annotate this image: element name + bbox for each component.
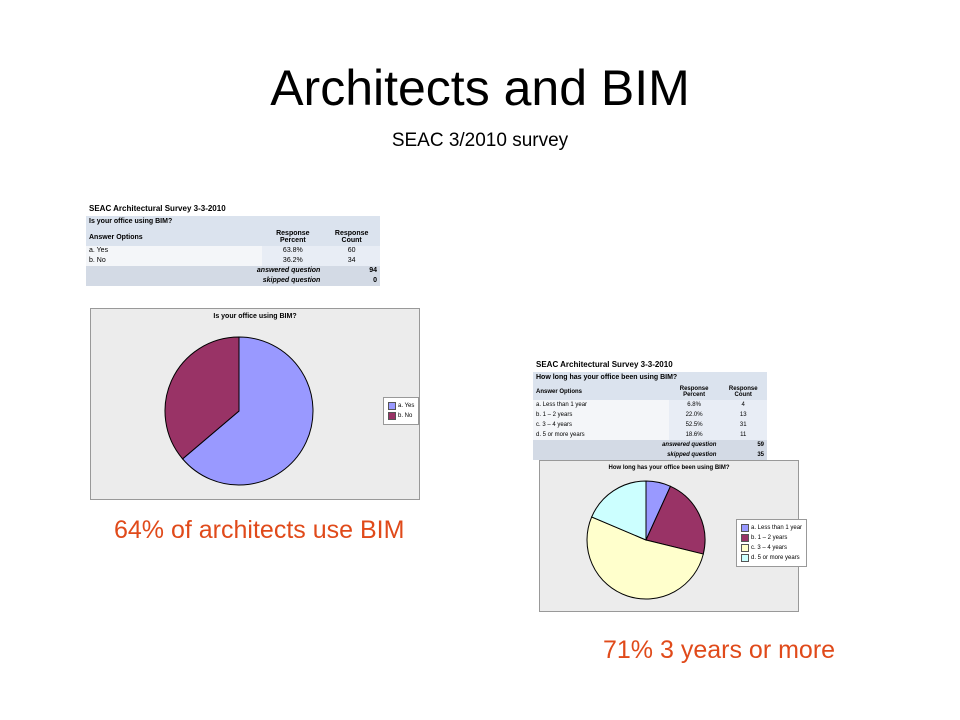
answered-label: answered question <box>86 266 324 276</box>
pie-slice-1 <box>181 336 314 486</box>
column-header: Response Count <box>719 384 767 400</box>
legend-entry: a. Yes <box>388 401 414 411</box>
response-percent: 36.2% <box>262 256 324 266</box>
option-label: d. 5 or more years <box>533 430 669 440</box>
legend-label: b. 1 – 2 years <box>751 535 788 541</box>
survey-title: SEAC Architectural Survey 3-3-2010 <box>536 360 673 369</box>
legend-entry: c. 3 – 4 years <box>741 543 802 553</box>
table-row: b. No 36.2% 34 <box>86 256 380 266</box>
response-percent: 63.8% <box>262 246 324 256</box>
chart-legend: a. Less than 1 year b. 1 – 2 years c. 3 … <box>736 519 808 567</box>
legend-swatch <box>741 554 749 562</box>
pie-chart-2-svg <box>586 480 706 600</box>
answered-value: 94 <box>323 266 380 276</box>
legend-label: b. No <box>398 413 413 419</box>
response-count: 60 <box>323 246 380 256</box>
skipped-value: 0 <box>323 276 380 286</box>
table-row: d. 5 or more years 18.6% 11 <box>533 430 767 440</box>
answered-value: 59 <box>719 440 767 450</box>
legend-entry: d. 5 or more years <box>741 553 802 563</box>
response-count: 34 <box>323 256 380 266</box>
column-header: Response Percent <box>262 228 324 246</box>
legend-label: c. 3 – 4 years <box>751 545 788 551</box>
pie-chart-1-svg <box>164 336 314 486</box>
survey-answer-table: Answer Options Response Percent Response… <box>533 384 767 460</box>
survey-title: SEAC Architectural Survey 3-3-2010 <box>89 204 226 213</box>
legend-entry: a. Less than 1 year <box>741 523 802 533</box>
legend-swatch <box>741 544 749 552</box>
slide-title: Architects and BIM <box>270 60 690 116</box>
option-label: a. Yes <box>86 246 263 256</box>
column-header: Response Percent <box>668 384 720 400</box>
table-row: a. Less than 1 year 6.8% 4 <box>533 400 767 410</box>
pie-chart-1: Is your office using BIM? a. Yes b. No <box>90 308 420 500</box>
answered-label: answered question <box>533 440 720 450</box>
response-count: 4 <box>719 400 767 410</box>
pie-chart-2: How long has your office been using BIM?… <box>539 460 808 612</box>
pie-slice-4 <box>591 480 647 541</box>
pie-slice-3 <box>586 516 704 600</box>
survey-answer-table: Answer Options Response Percent Response… <box>86 228 380 286</box>
callout-bim-usage: 64% of architects use BIM <box>114 516 405 544</box>
option-label: b. 1 – 2 years <box>533 410 669 420</box>
response-percent: 18.6% <box>668 430 720 440</box>
response-count: 11 <box>719 430 767 440</box>
legend-swatch <box>741 534 749 542</box>
legend-label: a. Yes <box>398 403 415 409</box>
callout-bim-duration: 71% 3 years or more <box>603 636 836 664</box>
table-row: b. 1 – 2 years 22.0% 13 <box>533 410 767 420</box>
answered-row: answered question 94 <box>86 266 380 276</box>
option-label: a. Less than 1 year <box>533 400 669 410</box>
legend-entry: b. 1 – 2 years <box>741 533 802 543</box>
survey-question: How long has your office been using BIM? <box>533 372 767 384</box>
answered-row: answered question 59 <box>533 440 767 450</box>
chart-title: How long has your office been using BIM? <box>608 465 730 471</box>
column-header: Answer Options <box>533 384 669 400</box>
legend-swatch <box>388 412 396 420</box>
skipped-row: skipped question 35 <box>533 450 767 460</box>
survey-question: Is your office using BIM? <box>86 216 380 228</box>
skipped-label: skipped question <box>533 450 720 460</box>
option-label: b. No <box>86 256 263 266</box>
response-percent: 52.5% <box>668 420 720 430</box>
skipped-label: skipped question <box>86 276 324 286</box>
slide-subtitle: SEAC 3/2010 survey <box>391 130 569 151</box>
table-row: a. Yes 63.8% 60 <box>86 246 380 256</box>
table-row: c. 3 – 4 years 52.5% 31 <box>533 420 767 430</box>
response-percent: 22.0% <box>668 410 720 420</box>
survey-table-1: SEAC Architectural Survey 3-3-2010 Is yo… <box>86 202 380 286</box>
skipped-row: skipped question 0 <box>86 276 380 286</box>
legend-label: a. Less than 1 year <box>751 525 803 531</box>
chart-legend: a. Yes b. No <box>383 397 420 425</box>
legend-swatch <box>741 524 749 532</box>
skipped-value: 35 <box>719 450 767 460</box>
chart-title: Is your office using BIM? <box>213 313 297 320</box>
legend-swatch <box>388 402 396 410</box>
column-header: Response Count <box>323 228 380 246</box>
column-header: Answer Options <box>86 228 263 246</box>
option-label: c. 3 – 4 years <box>533 420 669 430</box>
legend-entry: b. No <box>388 411 414 421</box>
response-percent: 6.8% <box>668 400 720 410</box>
survey-table-2: SEAC Architectural Survey 3-3-2010 How l… <box>533 358 767 460</box>
pie-slice-2 <box>164 336 240 460</box>
response-count: 31 <box>719 420 767 430</box>
legend-label: d. 5 or more years <box>751 555 800 561</box>
pie-slice-2 <box>645 485 706 555</box>
response-count: 13 <box>719 410 767 420</box>
